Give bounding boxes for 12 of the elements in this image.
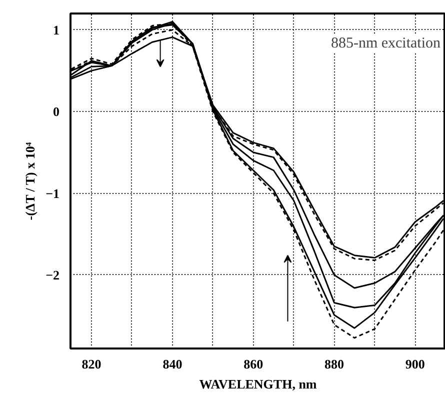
y-tick-label: 1 — [53, 22, 60, 38]
x-tick-label: 840 — [162, 356, 182, 372]
y-axis-title: -(ΔT / T) x 10⁴ — [22, 142, 38, 220]
x-axis-title: WAVELENGTH, nm — [199, 376, 317, 392]
y-tick-label: −1 — [46, 186, 60, 201]
x-tick-label: 880 — [324, 356, 344, 372]
y-tick-label: −2 — [46, 267, 60, 282]
x-tick-label: 820 — [82, 356, 102, 372]
x-tick-label: 860 — [244, 356, 264, 372]
annotation: 885-nm excitation — [330, 36, 441, 52]
x-tick-label: 900 — [405, 356, 425, 372]
y-tick-label: 0 — [53, 104, 60, 120]
